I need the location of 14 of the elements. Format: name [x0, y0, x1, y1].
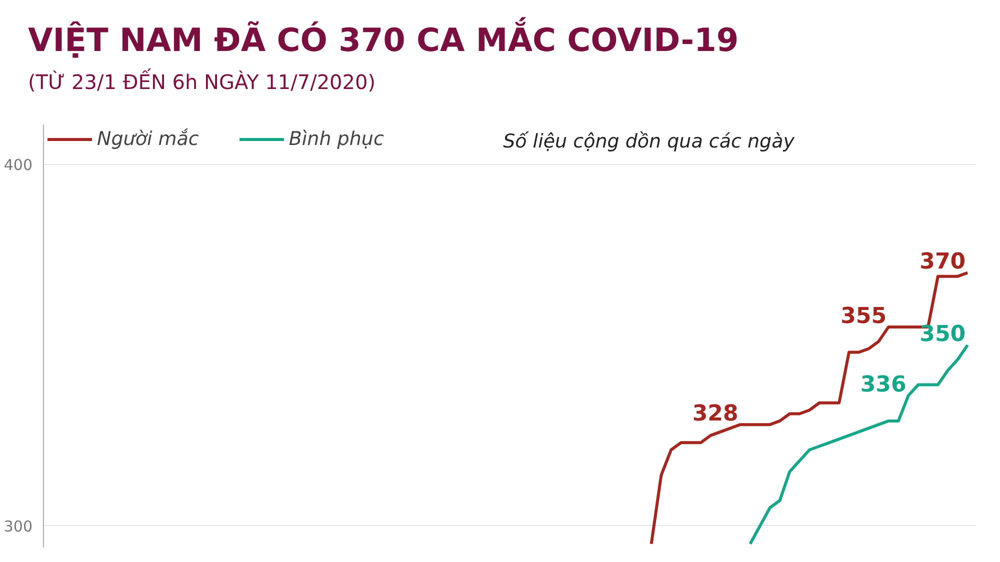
legend-label: Người mắc [97, 128, 199, 150]
data-label: 350 [920, 322, 966, 348]
line-series [650, 271, 970, 546]
y-tick-label: 300 [4, 517, 33, 536]
data-label: 370 [920, 250, 966, 275]
y-tick-label: 400 [4, 156, 33, 174]
data-label: 336 [860, 372, 906, 398]
line-series [748, 344, 970, 546]
data-label: 328 [692, 402, 738, 427]
chart-subtitle: (TỪ 23/1 ĐẾN 6h NGÀY 11/7/2020) [28, 68, 376, 96]
legend-label: Bình phục [288, 128, 384, 150]
chart-title: VIỆT NAM ĐÃ CÓ 370 CA MẮC COVID-19 [28, 18, 739, 61]
data-label: 355 [840, 304, 887, 329]
annotation: Số liệu cộng dồn qua các ngày [503, 130, 796, 152]
